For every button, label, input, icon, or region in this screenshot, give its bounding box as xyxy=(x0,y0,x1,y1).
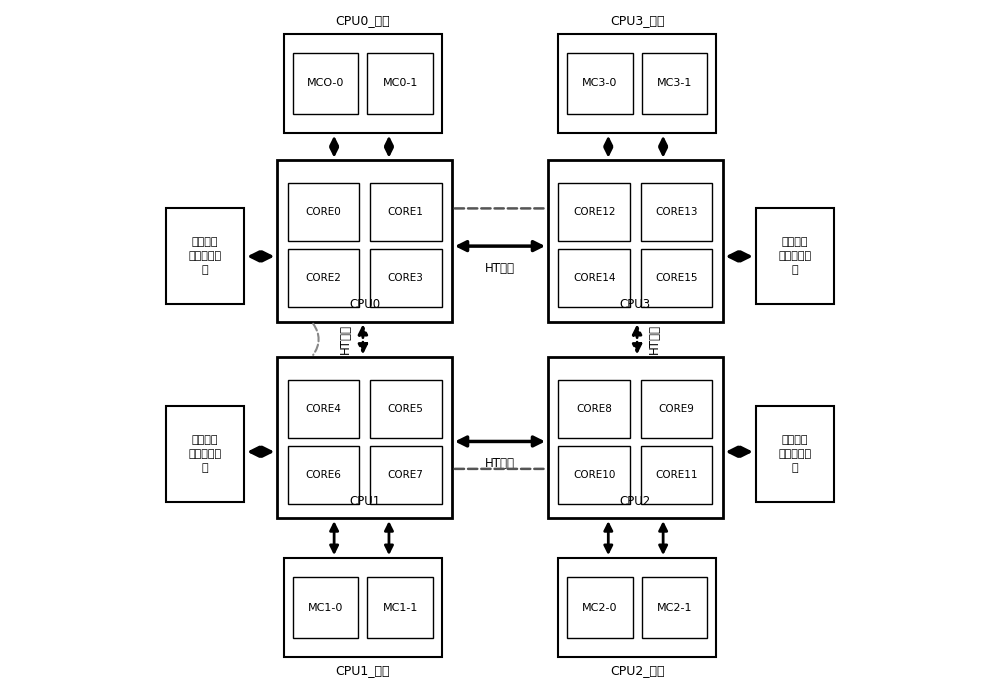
Bar xyxy=(558,249,630,307)
Bar xyxy=(288,446,359,504)
Bar xyxy=(558,183,630,241)
Text: MC1-1: MC1-1 xyxy=(382,603,418,613)
Text: HT总线: HT总线 xyxy=(339,324,352,354)
Text: CORE12: CORE12 xyxy=(573,207,616,217)
Bar xyxy=(166,406,244,502)
Text: MC1-0: MC1-0 xyxy=(308,603,343,613)
Text: CORE5: CORE5 xyxy=(388,404,424,414)
FancyArrowPatch shape xyxy=(331,139,338,155)
Text: 接外部芯
片，南北桥
等: 接外部芯 片，南北桥 等 xyxy=(779,435,812,473)
Text: CORE15: CORE15 xyxy=(655,273,698,283)
Bar xyxy=(367,53,433,114)
Text: CORE8: CORE8 xyxy=(576,404,612,414)
Text: CORE7: CORE7 xyxy=(388,470,424,480)
Bar xyxy=(558,34,716,133)
Bar xyxy=(293,577,358,638)
Text: CORE9: CORE9 xyxy=(659,404,694,414)
Text: MCO-0: MCO-0 xyxy=(307,78,344,88)
Bar xyxy=(288,379,359,437)
Text: MC2-0: MC2-0 xyxy=(582,603,618,613)
Bar xyxy=(277,160,452,321)
Text: CORE3: CORE3 xyxy=(388,273,424,283)
Bar xyxy=(370,379,442,437)
Bar xyxy=(567,577,633,638)
Text: CPU1_内存: CPU1_内存 xyxy=(336,664,390,677)
FancyArrowPatch shape xyxy=(251,252,271,261)
Text: CPU3_内存: CPU3_内存 xyxy=(610,14,664,27)
FancyArrowPatch shape xyxy=(605,139,612,155)
FancyArrowPatch shape xyxy=(660,139,667,155)
Bar xyxy=(641,446,712,504)
FancyArrowPatch shape xyxy=(251,447,271,456)
Bar xyxy=(641,249,712,307)
FancyArrowPatch shape xyxy=(459,437,541,446)
Text: CORE4: CORE4 xyxy=(306,404,341,414)
Text: CPU2: CPU2 xyxy=(620,495,651,508)
Text: MC3-0: MC3-0 xyxy=(582,78,618,88)
FancyArrowPatch shape xyxy=(385,524,393,552)
Bar xyxy=(370,183,442,241)
Text: CORE11: CORE11 xyxy=(655,470,698,480)
Bar xyxy=(370,249,442,307)
Bar xyxy=(548,357,723,518)
Text: CORE2: CORE2 xyxy=(306,273,341,283)
Text: 接外部芯
片，南北桥
等: 接外部芯 片，南北桥 等 xyxy=(188,435,221,473)
Bar xyxy=(370,446,442,504)
Text: CPU0_内存: CPU0_内存 xyxy=(336,14,390,27)
Bar xyxy=(558,379,630,437)
Bar xyxy=(558,446,630,504)
FancyArrowPatch shape xyxy=(729,252,749,261)
Bar xyxy=(367,577,433,638)
Text: CORE0: CORE0 xyxy=(306,207,341,217)
Text: CORE14: CORE14 xyxy=(573,273,616,283)
FancyArrowPatch shape xyxy=(605,524,612,552)
Text: HT总线: HT总线 xyxy=(485,457,515,471)
Text: HT总线: HT总线 xyxy=(648,324,661,354)
Bar xyxy=(642,53,707,114)
Bar xyxy=(284,34,442,133)
FancyArrowPatch shape xyxy=(331,524,338,552)
FancyArrowPatch shape xyxy=(459,242,541,251)
Bar xyxy=(567,53,633,114)
Text: 接外部芯
片，南北桥
等: 接外部芯 片，南北桥 等 xyxy=(779,238,812,276)
Text: MC3-1: MC3-1 xyxy=(657,78,692,88)
Bar xyxy=(548,160,723,321)
Bar xyxy=(166,209,244,304)
Text: CORE6: CORE6 xyxy=(306,470,341,480)
Bar xyxy=(641,183,712,241)
Text: CPU0: CPU0 xyxy=(349,299,380,311)
Text: CPU1: CPU1 xyxy=(349,495,380,508)
Bar xyxy=(642,577,707,638)
FancyArrowPatch shape xyxy=(385,139,393,155)
Bar xyxy=(288,249,359,307)
Text: CPU3: CPU3 xyxy=(620,299,651,311)
Bar xyxy=(756,406,834,502)
Bar xyxy=(558,558,716,657)
Bar xyxy=(288,183,359,241)
Text: 接外部芯
片，南北桥
等: 接外部芯 片，南北桥 等 xyxy=(188,238,221,276)
Text: MC2-1: MC2-1 xyxy=(657,603,692,613)
Text: CORE10: CORE10 xyxy=(573,470,615,480)
Bar xyxy=(284,558,442,657)
Text: CPU2_内存: CPU2_内存 xyxy=(610,664,664,677)
FancyArrowPatch shape xyxy=(359,328,367,351)
FancyArrowPatch shape xyxy=(633,328,641,351)
Text: MC0-1: MC0-1 xyxy=(382,78,418,88)
Text: CORE13: CORE13 xyxy=(655,207,698,217)
FancyArrowPatch shape xyxy=(660,524,667,552)
Text: HT总线: HT总线 xyxy=(485,262,515,275)
Bar xyxy=(756,209,834,304)
Bar xyxy=(277,357,452,518)
FancyArrowPatch shape xyxy=(729,447,749,456)
Bar xyxy=(293,53,358,114)
Text: CORE1: CORE1 xyxy=(388,207,424,217)
Bar xyxy=(641,379,712,437)
